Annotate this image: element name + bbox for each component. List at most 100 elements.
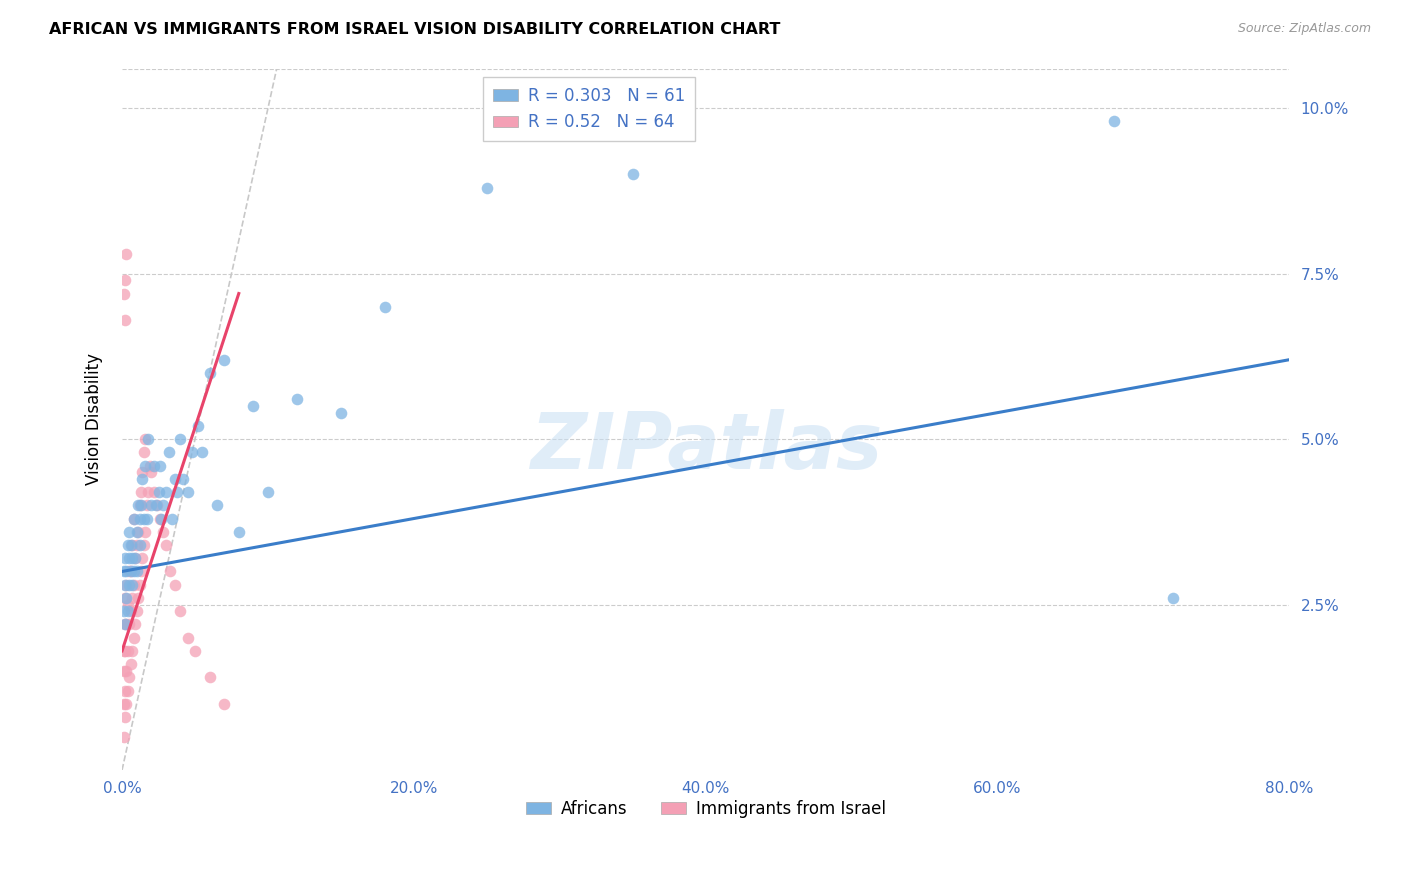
Point (114, 591, 136, 605)
Point (122, 511, 145, 525)
Point (1161, 591, 1184, 605)
Point (172, 472, 194, 486)
Point (121, 577, 143, 591)
Point (114, 617, 136, 632)
Point (125, 604, 148, 618)
Point (112, 730, 135, 744)
Point (198, 670, 221, 684)
Point (135, 498, 157, 512)
Point (212, 697, 235, 711)
Point (177, 485, 200, 500)
Point (145, 498, 167, 512)
Point (129, 485, 152, 500)
Point (139, 458, 162, 473)
Point (118, 577, 141, 591)
Point (125, 524, 148, 539)
Point (128, 511, 150, 525)
Point (120, 657, 142, 672)
Point (118, 524, 141, 539)
Point (114, 313, 136, 327)
Point (132, 445, 155, 459)
Point (115, 577, 138, 591)
Point (124, 617, 146, 632)
Point (177, 631, 200, 645)
Point (150, 511, 173, 525)
Point (141, 498, 163, 512)
Point (117, 644, 139, 658)
Point (117, 604, 139, 618)
Point (127, 591, 149, 605)
Point (135, 511, 157, 525)
Point (122, 511, 145, 525)
Point (169, 604, 191, 618)
Point (134, 458, 156, 473)
Point (112, 286, 135, 301)
Point (134, 432, 156, 446)
Point (115, 591, 138, 605)
Point (149, 511, 172, 525)
Point (114, 617, 136, 632)
Point (146, 498, 169, 512)
Point (155, 485, 177, 500)
Text: Source: ZipAtlas.com: Source: ZipAtlas.com (1237, 22, 1371, 36)
Point (112, 604, 135, 618)
Point (115, 664, 138, 678)
Point (136, 432, 159, 446)
Point (149, 458, 172, 473)
Point (112, 644, 135, 658)
Point (118, 551, 141, 566)
Point (329, 406, 352, 420)
Point (114, 551, 136, 566)
Point (121, 538, 143, 552)
Point (1102, 114, 1125, 128)
Point (159, 565, 181, 579)
Point (181, 445, 204, 459)
Point (157, 445, 180, 459)
Point (198, 366, 221, 380)
Point (166, 485, 188, 500)
Point (120, 565, 142, 579)
Point (118, 617, 141, 632)
Point (122, 577, 145, 591)
Point (120, 604, 142, 618)
Point (129, 565, 152, 579)
Point (169, 432, 191, 446)
Point (120, 538, 142, 552)
Point (160, 511, 183, 525)
Point (257, 485, 280, 500)
Point (148, 485, 170, 500)
Point (118, 565, 141, 579)
Point (155, 538, 177, 552)
Point (121, 591, 143, 605)
Point (115, 565, 138, 579)
Point (184, 644, 207, 658)
Point (114, 273, 136, 287)
Point (117, 683, 139, 698)
Point (127, 524, 149, 539)
Point (124, 551, 146, 566)
Point (112, 697, 135, 711)
Point (285, 392, 308, 407)
Point (128, 538, 150, 552)
Point (129, 498, 152, 512)
Point (112, 664, 135, 678)
Text: AFRICAN VS IMMIGRANTS FROM ISRAEL VISION DISABILITY CORRELATION CHART: AFRICAN VS IMMIGRANTS FROM ISRAEL VISION… (49, 22, 780, 37)
Point (127, 498, 149, 512)
Point (143, 485, 166, 500)
Point (191, 445, 214, 459)
Point (125, 565, 148, 579)
Point (122, 631, 145, 645)
Point (152, 498, 174, 512)
Point (131, 551, 153, 566)
Text: ZIPatlas: ZIPatlas (530, 409, 882, 485)
Point (621, 168, 644, 182)
Y-axis label: Vision Disability: Vision Disability (86, 353, 103, 485)
Point (118, 670, 141, 684)
Point (112, 565, 135, 579)
Point (114, 644, 136, 658)
Point (117, 598, 139, 612)
Point (163, 577, 186, 591)
Point (228, 524, 250, 539)
Point (143, 458, 166, 473)
Point (131, 465, 153, 479)
